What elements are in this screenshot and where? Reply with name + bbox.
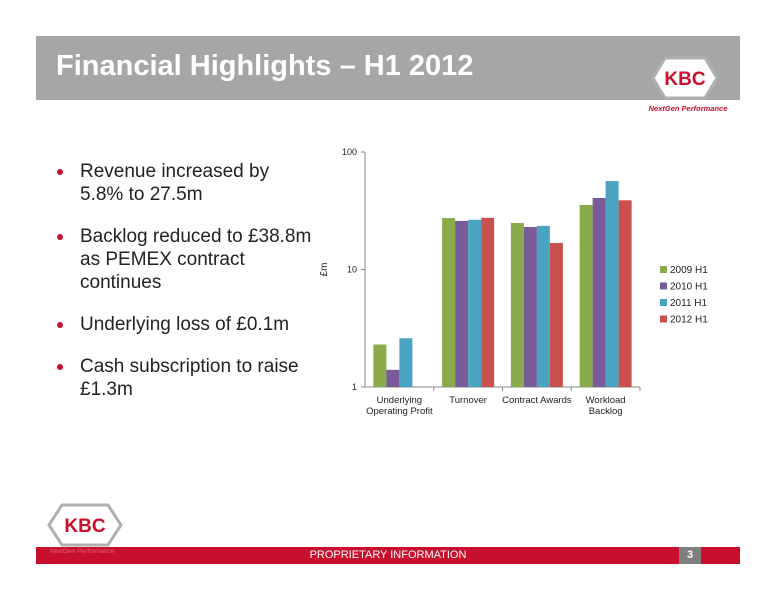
bullet-list: Revenue increased by 5.8% to 27.5m Backl… <box>52 160 312 420</box>
bullet: Revenue increased by 5.8% to 27.5m <box>52 160 312 206</box>
bullet: Underlying loss of £0.1m <box>52 313 312 336</box>
y-axis-label: £m <box>319 263 330 277</box>
bar <box>455 220 469 387</box>
x-tick-label: Contract Awards <box>502 395 572 406</box>
bar <box>373 344 387 387</box>
bullet-text: Underlying loss of £0.1m <box>80 314 290 335</box>
legend-swatch <box>660 315 667 323</box>
bullet-text: Backlog reduced to £38.8m as PEMEX contr… <box>80 226 312 293</box>
bullet: Cash subscription to raise £1.3m <box>52 355 312 401</box>
logo-hexagon <box>47 503 123 547</box>
bullet: Backlog reduced to £38.8m as PEMEX contr… <box>52 225 312 294</box>
bar <box>523 226 537 387</box>
bar <box>618 200 632 387</box>
slide-title: Financial Highlights – H1 2012 <box>56 50 474 82</box>
x-tick-label: Workload Backlog <box>585 395 626 417</box>
bar <box>536 225 550 387</box>
legend-swatch <box>660 282 667 290</box>
bar <box>399 338 413 387</box>
legend-label: 2009 H1 <box>670 265 708 276</box>
y-tick-label: 100 <box>342 147 357 157</box>
legend-swatch <box>660 299 667 306</box>
page-number: 3 <box>679 547 701 564</box>
bullet-dot <box>57 322 63 328</box>
bar <box>549 243 563 387</box>
x-tick-label: Underlying Operating Profit <box>366 395 433 417</box>
bar <box>592 197 606 387</box>
bullet-dot <box>57 234 63 240</box>
header-band: Financial Highlights – H1 2012 <box>36 36 740 100</box>
y-tick-label: 10 <box>347 265 357 275</box>
bullet-text: Revenue increased by 5.8% to 27.5m <box>80 161 270 205</box>
bar <box>510 222 524 387</box>
legend-label: 2012 H1 <box>670 315 708 326</box>
bullet-text: Cash subscription to raise £1.3m <box>80 356 299 400</box>
bar <box>605 181 619 387</box>
y-tick-label: 1 <box>352 382 357 392</box>
bar <box>481 217 495 387</box>
bullet-dot <box>57 364 63 370</box>
logo-text: KBC <box>64 516 105 537</box>
legend-label: 2010 H1 <box>670 282 708 293</box>
legend-swatch <box>660 266 667 273</box>
footer-band: PROPRIETARY INFORMATION 3 <box>36 547 740 564</box>
bar <box>386 369 400 387</box>
logo-tagline: NextGen Performance <box>649 104 728 113</box>
bar <box>468 219 482 387</box>
x-tick-label: Turnover <box>449 395 487 406</box>
bar <box>442 218 456 387</box>
bullet-dot <box>57 169 63 175</box>
bar <box>579 204 593 387</box>
legend-label: 2011 H1 <box>670 298 708 309</box>
footer-text: PROPRIETARY INFORMATION <box>309 549 467 561</box>
